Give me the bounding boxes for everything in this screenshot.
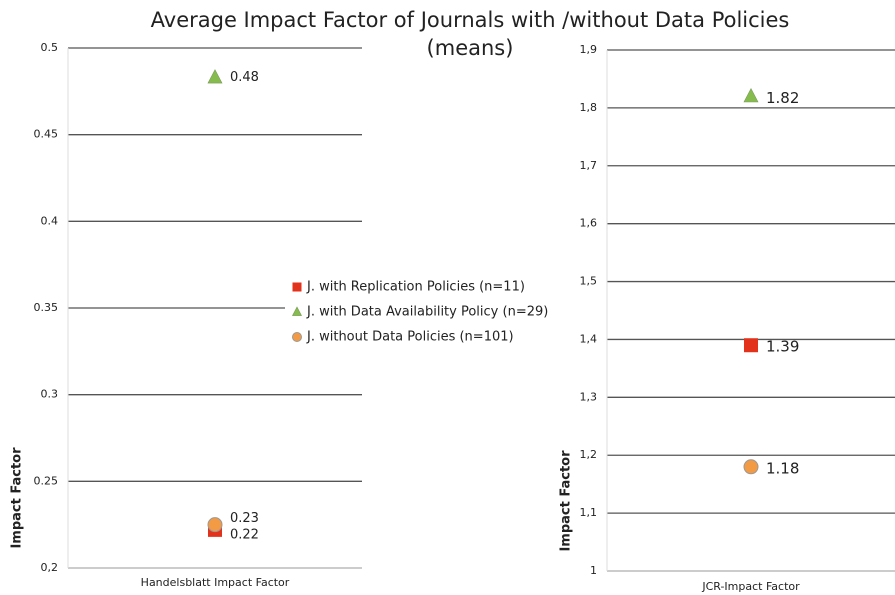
- y-tick-label: 1,7: [580, 159, 598, 172]
- y-tick-label: 0.25: [34, 474, 59, 487]
- legend-box: [285, 275, 577, 351]
- marker: [292, 282, 302, 292]
- legend-label: J. with Replication Policies (n=11): [306, 280, 525, 295]
- legend-label: J. with Data Availability Policy (n=29): [306, 305, 548, 320]
- y-tick-label: 1,5: [580, 275, 598, 288]
- value-label: 1.82: [766, 89, 799, 107]
- chart-title: Average Impact Factor of Journals with /…: [150, 8, 790, 60]
- value-label: 0.22: [230, 527, 259, 542]
- y-tick-label: 1,3: [580, 390, 598, 403]
- x-tick-label: Handelsblatt Impact Factor: [141, 576, 290, 589]
- marker: [743, 87, 759, 103]
- y-tick-label: 1,2: [580, 448, 598, 461]
- value-label: 0.48: [230, 70, 259, 85]
- y-tick-label: 1,6: [580, 217, 598, 230]
- y-tick-label: 0.5: [41, 41, 59, 54]
- y-tick-label: 1: [590, 564, 597, 577]
- y-tick-label: 1,9: [580, 43, 598, 56]
- legend-label: J. without Data Policies (n=101): [306, 330, 514, 345]
- x-tick-label: JCR-Impact Factor: [701, 580, 800, 593]
- y-tick-label: 1,8: [580, 101, 598, 114]
- y-axis-label: Impact Factor: [10, 447, 25, 549]
- y-tick-label: 0.3: [41, 388, 59, 401]
- value-label: 0.23: [230, 511, 259, 526]
- y-tick-label: 0.35: [34, 301, 59, 314]
- value-label: 1.39: [766, 338, 799, 356]
- y-tick-label: 1,1: [580, 506, 598, 519]
- marker: [292, 332, 302, 342]
- y-tick-label: 0,2: [41, 561, 59, 574]
- marker: [207, 69, 223, 84]
- y-tick-label: 0.45: [34, 128, 59, 141]
- y-tick-label: 1,4: [580, 332, 598, 345]
- marker: [743, 459, 759, 475]
- y-tick-label: 0.4: [41, 214, 59, 227]
- marker: [207, 517, 223, 533]
- marker: [744, 338, 758, 353]
- y-axis-label: Impact Factor: [559, 450, 574, 552]
- value-label: 1.18: [766, 459, 799, 477]
- marker: [292, 306, 302, 316]
